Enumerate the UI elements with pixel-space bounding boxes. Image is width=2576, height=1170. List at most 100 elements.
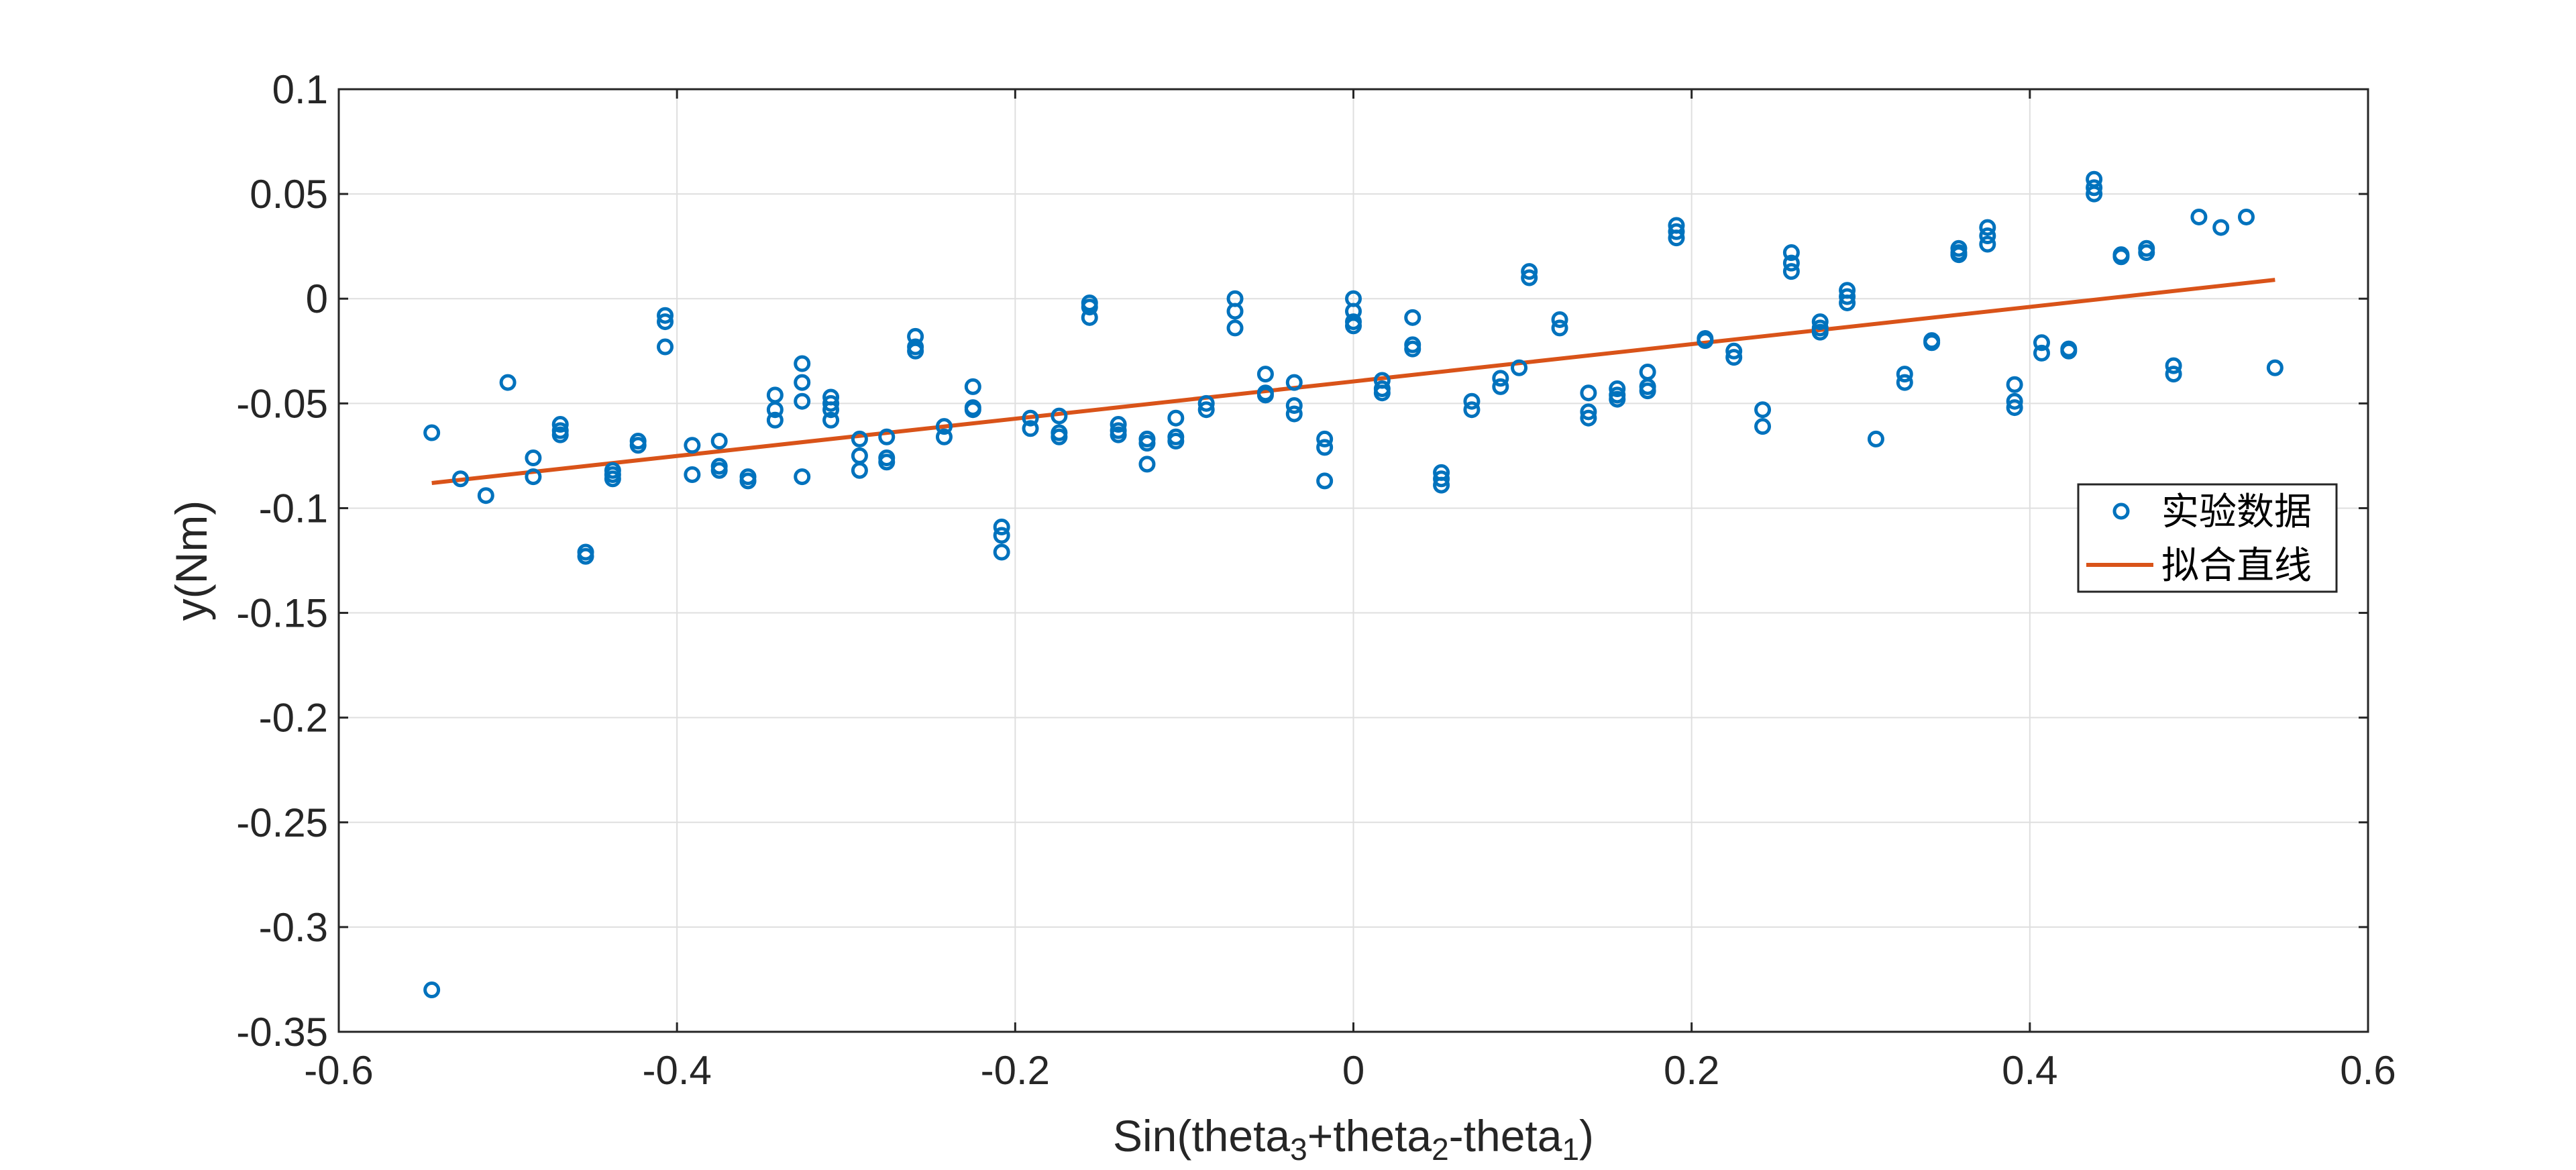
legend-marker-circle (2112, 502, 2130, 520)
x-tick-label: -0.2 (981, 1048, 1050, 1093)
data-point (1345, 317, 1362, 335)
legend: 实验数据 拟合直线 (2077, 483, 2338, 593)
x-tick-label: -0.6 (304, 1048, 373, 1093)
x-tick-label: 0 (1342, 1048, 1364, 1093)
data-point (423, 424, 441, 441)
data-point (1896, 366, 1913, 383)
data-point (577, 547, 594, 565)
data-point (684, 437, 701, 454)
data-point (1463, 401, 1481, 419)
data-point (1609, 380, 1626, 397)
data-point (604, 470, 621, 488)
data-point (1811, 313, 1829, 331)
data-point (1511, 359, 1528, 376)
x-tick-label: -0.4 (642, 1048, 711, 1093)
data-point (2165, 366, 2182, 383)
data-point (1867, 430, 1884, 447)
data-point (878, 454, 896, 471)
data-point (657, 313, 674, 331)
data-point (1697, 332, 1714, 350)
data-point (794, 392, 811, 410)
data-point (766, 411, 784, 429)
data-point (1668, 229, 1685, 247)
x-axis-label-subscript: 1 (1562, 1132, 1579, 1167)
data-point (1923, 334, 1941, 352)
data-point (477, 487, 494, 504)
data-series (423, 170, 2284, 999)
data-point (710, 433, 728, 450)
data-point (1433, 476, 1450, 494)
data-point (935, 418, 953, 435)
data-point (629, 437, 647, 454)
data-point (907, 342, 924, 360)
data-point (1051, 407, 1068, 425)
data-point (935, 428, 953, 445)
data-point (1811, 323, 1829, 341)
x-tick-label: 0.6 (2340, 1048, 2396, 1093)
y-tick-label: -0.3 (259, 905, 328, 950)
data-point (1138, 456, 1156, 473)
x-axis-label-subscript: 3 (1290, 1132, 1307, 1167)
data-point (452, 470, 469, 488)
y-tick-label: -0.05 (236, 381, 328, 426)
y-tick-label: -0.15 (236, 591, 328, 636)
data-point (1110, 426, 1127, 443)
data-point (1226, 303, 1244, 320)
data-point (1782, 263, 1800, 280)
data-point (1492, 378, 1509, 395)
data-point (1167, 409, 1185, 427)
data-point (1022, 409, 1039, 427)
x-axis-label-part: ) (1579, 1111, 1594, 1161)
data-point (657, 338, 674, 356)
data-point (1639, 382, 1656, 400)
y-tick-label: -0.1 (259, 486, 328, 531)
data-point (993, 543, 1010, 561)
data-point (1839, 294, 1856, 311)
data-point (1226, 319, 1244, 337)
data-point (766, 401, 784, 419)
data-point (1979, 235, 1996, 253)
legend-label-fit: 拟合直线 (2161, 544, 2312, 588)
data-point (1580, 409, 1597, 427)
data-point (1316, 439, 1334, 456)
data-point (1609, 390, 1626, 408)
data-point (1433, 470, 1450, 488)
x-axis-label-part: -theta (1449, 1111, 1562, 1161)
data-point (1404, 340, 1421, 358)
data-point (1725, 342, 1743, 360)
data-point (2086, 185, 2103, 203)
x-tick-labels: -0.6 -0.4 -0.2 0 0.2 0.4 0.6 (304, 1048, 2396, 1093)
data-point (2006, 399, 2023, 417)
x-axis-label-subscript: 2 (1432, 1132, 1449, 1167)
legend-label-data: 实验数据 (2161, 490, 2312, 534)
data-point (1754, 401, 1772, 419)
data-point (1256, 386, 1274, 404)
data-point (1197, 394, 1215, 412)
data-point (1404, 309, 1421, 326)
data-point (2165, 357, 2182, 374)
data-point (1668, 223, 1685, 240)
data-point (1316, 472, 1334, 490)
data-point (1285, 374, 1303, 391)
x-tick-label: 0.2 (1664, 1048, 1719, 1093)
data-point (1551, 319, 1568, 337)
data-point (1754, 418, 1772, 435)
data-point (1979, 219, 1996, 236)
data-point (1167, 433, 1185, 450)
x-tick-label: 0.4 (2002, 1048, 2057, 1093)
data-point (551, 426, 569, 443)
data-point (2266, 359, 2284, 376)
data-point (551, 416, 569, 433)
data-point (1896, 374, 1913, 391)
data-point (1197, 401, 1215, 419)
data-point (1022, 420, 1039, 437)
data-point (1081, 309, 1098, 326)
data-point (1051, 428, 1068, 445)
data-point (657, 307, 674, 324)
y-tick-label: -0.25 (236, 800, 328, 845)
data-point (1580, 384, 1597, 402)
y-tick-label: 0.1 (272, 67, 328, 112)
data-point (684, 466, 701, 483)
data-point (2060, 342, 2078, 360)
data-point (1551, 311, 1568, 328)
